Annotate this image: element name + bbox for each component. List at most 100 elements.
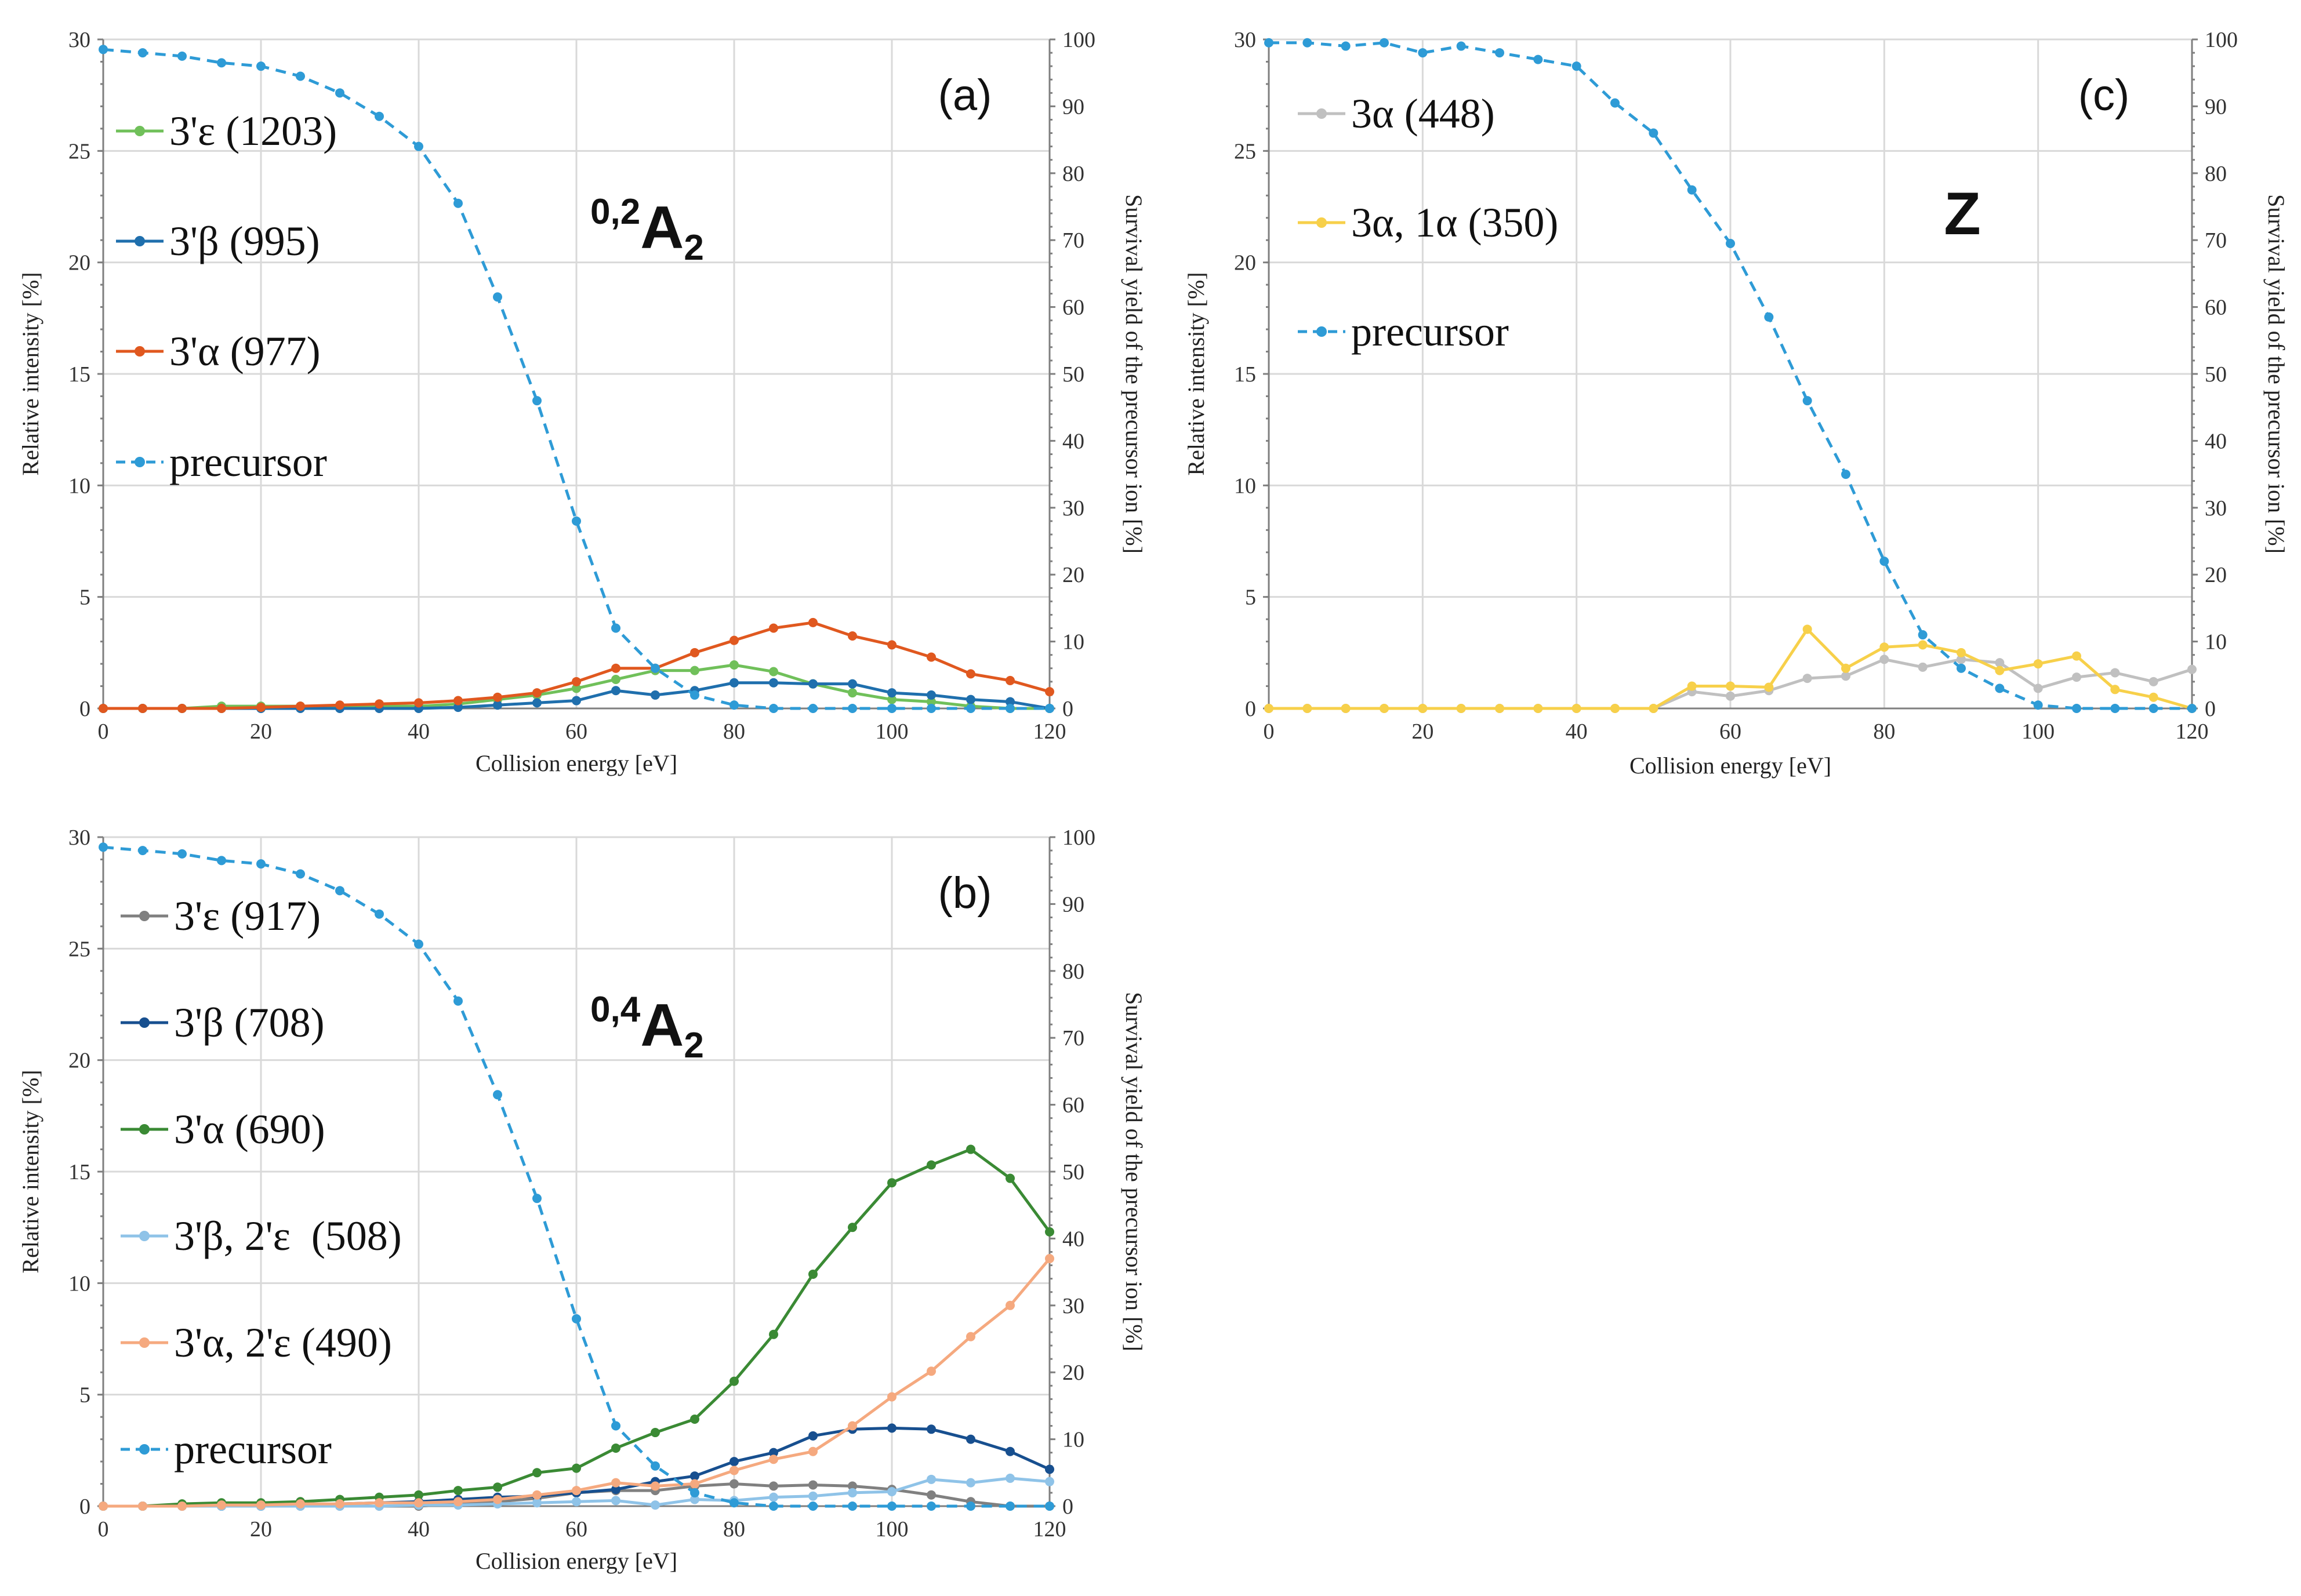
y-tick-label: 0 [1245,697,1256,721]
y-tick-label: 0 [79,697,90,721]
x-tick-label: 60 [565,1517,587,1542]
y2-tick-label: 50 [2205,362,2227,387]
data-point [1764,682,1774,692]
data-point [532,698,542,708]
panel-b-ticks: 0 20 40 60 80 100 1200510152025300102030405060… [68,826,1095,1542]
data-point [769,1481,778,1491]
legend-label: 3'ε (917) [174,893,321,939]
data-point [769,667,778,677]
y2-tick-label: 100 [1062,28,1095,52]
legend-label: 3'β, 2'ε (508) [174,1213,402,1259]
data-point [414,939,423,949]
data-point [1571,61,1581,71]
data-point [1006,675,1015,685]
data-point [414,141,423,151]
data-point [927,1424,936,1434]
data-point [690,1471,699,1481]
data-point [690,666,699,675]
x-tick-label: 100 [2021,719,2055,744]
data-point [927,690,936,700]
data-point [1649,128,1658,138]
y2-tick-label: 40 [1062,429,1084,453]
data-point [414,698,423,708]
data-point [887,1502,897,1511]
data-point [730,1479,739,1489]
data-point [651,690,660,700]
data-point [1006,1446,1015,1456]
data-point [1006,697,1015,707]
data-point [493,1482,502,1492]
data-point [730,1466,739,1475]
data-point [375,909,384,919]
legend-item: 3'β (708) [121,999,325,1046]
data-point [2110,685,2120,695]
data-point [572,516,581,526]
data-point [2148,677,2158,686]
data-point [887,688,897,698]
data-point [1533,54,1543,64]
x-tick-label: 40 [408,719,430,744]
legend-swatch-marker [135,346,145,357]
y2-tick-label: 70 [2205,228,2227,253]
data-point [99,842,108,852]
data-point [769,1492,778,1502]
data-point [1006,1502,1015,1511]
legend-item: 3'α (977) [116,328,321,375]
data-point [927,1502,936,1511]
y2-tick-label: 60 [1062,296,1084,320]
data-point [808,1480,818,1490]
data-point [217,704,226,713]
data-point [2033,700,2043,710]
data-point [1045,1254,1054,1264]
y-tick-label: 20 [68,1049,90,1073]
data-point [1957,648,1966,657]
x-tick-label: 0 [98,1517,109,1542]
data-point [1802,674,1812,684]
legend-swatch-marker [1316,326,1327,337]
data-point [1006,704,1015,713]
y2-tick-label: 0 [2205,697,2216,721]
data-point [1841,671,1850,681]
data-point [887,704,897,713]
panel-c-xlabel: Collision energy [eV] [1629,752,1831,779]
data-point [808,704,818,713]
data-point [572,1314,581,1324]
data-point [1571,704,1581,713]
legend-swatch-marker [135,126,145,136]
data-point [99,704,108,713]
legend-item: 3α (448) [1298,90,1495,137]
data-point [1456,704,1466,713]
data-point [532,1490,542,1500]
data-point [296,869,305,879]
data-point [572,1486,581,1496]
y2-tick-label: 20 [2205,563,2227,587]
y2-tick-label: 20 [1062,563,1084,587]
data-point [99,1502,108,1511]
y-tick-label: 20 [1234,251,1256,275]
data-point [808,1431,818,1441]
y2-tick-label: 70 [1062,228,1084,253]
panel-b-ylabel: Relative intensity [%] [17,1070,43,1273]
legend-swatch-marker [139,911,150,921]
data-point [887,695,897,704]
data-point [848,1488,857,1497]
data-point [848,704,857,713]
data-point [769,678,778,688]
data-point [611,1421,620,1431]
data-point [1726,691,1735,701]
data-point [808,1446,818,1456]
data-point [690,1479,699,1489]
data-point [966,1478,975,1488]
data-point [256,859,266,869]
panel-a-annotation-main: A [640,194,684,261]
data-point [375,111,384,121]
data-point [1418,48,1428,58]
data-point [2033,684,2043,693]
y-tick-label: 25 [68,937,90,961]
data-point [296,71,305,81]
y-tick-label: 30 [68,28,90,52]
data-point [1045,1464,1054,1474]
legend-swatch-marker [139,1444,150,1455]
data-point [1302,38,1312,48]
data-point [730,635,739,645]
